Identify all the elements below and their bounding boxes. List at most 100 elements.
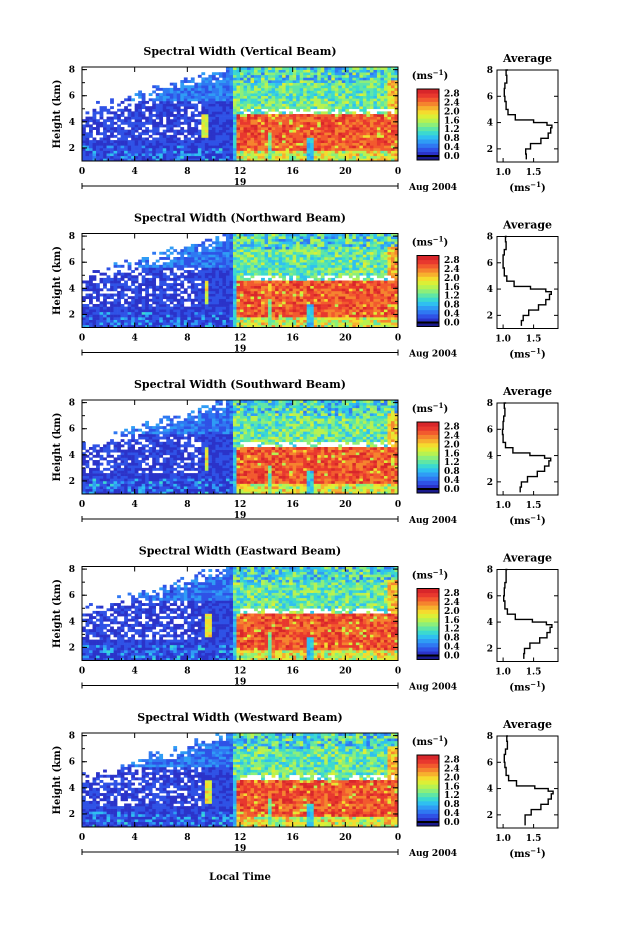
heatmap-cell (391, 80, 395, 83)
heatmap-cell (377, 119, 381, 122)
heatmap-cell (121, 143, 125, 146)
heatmap-cell (247, 156, 251, 159)
heatmap-cell (86, 320, 90, 323)
heatmap-cell (135, 104, 139, 107)
heatmap-cell (184, 98, 188, 101)
heatmap-cell (289, 281, 293, 284)
heatmap-cell (380, 132, 384, 135)
heatmap-cell (272, 314, 276, 317)
heatmap-cell (170, 270, 174, 273)
heatmap-cell (163, 143, 167, 146)
heatmap-cell (352, 127, 356, 130)
heatmap-cell (258, 109, 262, 112)
heatmap-cell (349, 296, 353, 299)
heatmap-cell (342, 145, 346, 148)
heatmap-cell (359, 151, 363, 154)
colorbar-tick-label: 0.8 (444, 134, 460, 144)
heatmap-cell (251, 247, 255, 250)
heatmap-cell (272, 322, 276, 325)
heatmap-cell (289, 307, 293, 310)
heatmap-cell (170, 299, 174, 302)
heatmap-cell (265, 322, 269, 325)
heatmap-cell (345, 153, 349, 156)
heatmap-cell (338, 291, 342, 294)
heatmap-cell (128, 130, 132, 133)
heatmap-cell (233, 312, 237, 315)
heatmap-cell (321, 247, 325, 250)
heatmap-cell (159, 101, 163, 104)
heatmap-cell (114, 281, 118, 284)
heatmap-cell (261, 270, 265, 273)
heatmap-cell (258, 135, 262, 138)
heatmap-cell (314, 270, 318, 273)
heatmap-cell (236, 275, 240, 278)
heatmap-cell (261, 122, 265, 125)
heatmap-cell (282, 257, 286, 260)
heatmap-cell (391, 140, 395, 143)
heatmap-cell (251, 106, 255, 109)
heatmap-cell (198, 140, 202, 143)
heatmap-cell (184, 247, 188, 250)
heatmap-cell (107, 109, 111, 112)
heatmap-cell (222, 301, 226, 304)
heatmap-cell (247, 288, 251, 291)
heatmap-cell (314, 249, 318, 252)
heatmap-cell (180, 114, 184, 117)
heatmap-cell (100, 281, 104, 284)
heatmap-cell (187, 299, 191, 302)
heatmap-cell (201, 124, 205, 127)
heatmap-cell (159, 275, 163, 278)
heatmap-cell (135, 322, 139, 325)
heatmap-cell (254, 281, 258, 284)
heatmap-cell (170, 106, 174, 109)
heatmap-cell (282, 296, 286, 299)
heatmap-cell (310, 70, 314, 73)
heatmap-cell (166, 114, 170, 117)
heatmap-cell (184, 119, 188, 122)
heatmap-cell (128, 275, 132, 278)
heatmap-cell (173, 109, 177, 112)
heatmap-cell (300, 275, 304, 278)
heatmap-cell (317, 320, 321, 323)
heatmap-cell (370, 85, 374, 88)
heatmap-cell (272, 317, 276, 320)
heatmap-cell (258, 291, 262, 294)
heatmap-cell (391, 75, 395, 78)
heatmap-cell (370, 153, 374, 156)
heatmap-cell (251, 143, 255, 146)
heatmap-cell (286, 114, 290, 117)
heatmap-cell (96, 294, 100, 297)
heatmap-cell (289, 288, 293, 291)
heatmap-cell (293, 124, 297, 127)
heatmap-cell (198, 114, 202, 117)
heatmap-cell (254, 254, 258, 257)
heatmap-cell (370, 96, 374, 99)
heatmap-cell (229, 239, 233, 242)
heatmap-cell (296, 307, 300, 310)
heatmap-cell (107, 111, 111, 114)
heatmap-cell (240, 314, 244, 317)
heatmap-cell (180, 301, 184, 304)
heatmap-cell (265, 296, 269, 299)
heatmap-cell (82, 138, 86, 141)
heatmap-cell (177, 153, 181, 156)
heatmap-cell (180, 101, 184, 104)
heatmap-cell (359, 148, 363, 151)
heatmap-cell (201, 304, 205, 307)
heatmap-cell (222, 309, 226, 312)
heatmap-cell (317, 119, 321, 122)
colorbar-swatch (417, 110, 439, 115)
heatmap-cell (258, 145, 262, 148)
heatmap-cell (93, 140, 97, 143)
heatmap-cell (201, 307, 205, 310)
heatmap-cell (314, 111, 318, 114)
heatmap-cell (96, 296, 100, 299)
heatmap-cell (110, 119, 114, 122)
heatmap-cell (219, 317, 223, 320)
heatmap-cell (317, 236, 321, 239)
heatmap-cell (173, 260, 177, 263)
heatmap-cell (328, 241, 332, 244)
heatmap-cell (247, 117, 251, 120)
heatmap-cell (282, 317, 286, 320)
heatmap-cell (233, 132, 237, 135)
